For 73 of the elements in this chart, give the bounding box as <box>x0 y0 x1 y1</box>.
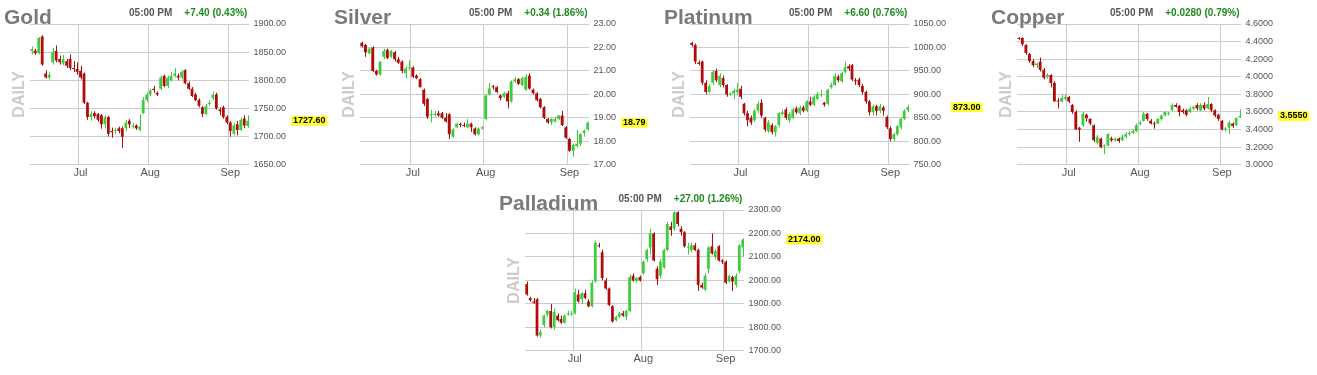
y-tick-label: 3.6000 <box>1245 106 1273 117</box>
y-tick-label: 1750.00 <box>253 102 287 113</box>
chart-title: Silver <box>334 5 392 28</box>
y-tick-label: 19.00 <box>593 112 617 123</box>
y-tick-label: 3.8000 <box>1245 88 1273 99</box>
candlestick <box>131 122 135 130</box>
y-tick-label: 4.2000 <box>1245 53 1273 64</box>
text: 05:00 PM <box>618 193 662 204</box>
y-tick-label: 2300.00 <box>748 204 782 215</box>
y-tick-label: 950.00 <box>913 65 941 76</box>
y-tick-label: 20.00 <box>593 88 617 99</box>
x-tick-label: Aug <box>633 352 654 365</box>
y-tick-label: 800.00 <box>913 135 941 146</box>
x-tick-label: Sep <box>559 166 580 179</box>
y-tick-label: 23.00 <box>593 18 617 29</box>
y-tick-label: 1650.00 <box>253 159 287 170</box>
x-tick-label: Jul <box>567 352 582 365</box>
text: 3.5550 <box>1280 110 1308 121</box>
y-tick-label: 1000.00 <box>913 41 947 52</box>
y-tick-label: 3.2000 <box>1245 141 1273 152</box>
text: 873.00 <box>953 101 981 112</box>
y-tick-label: 2200.00 <box>748 227 782 238</box>
chart-title: Platinum <box>664 5 753 28</box>
chart-title: Palladium <box>499 191 599 214</box>
text: +0.0280 (0.79%) <box>1165 7 1240 18</box>
y-tick-label: 4.0000 <box>1245 71 1273 82</box>
x-tick-label: Sep <box>1212 166 1232 179</box>
x-tick-label: Jul <box>73 166 88 179</box>
y-tick-label: 4.4000 <box>1245 36 1273 47</box>
text: 1727.60 <box>293 115 326 126</box>
x-tick-label: Sep <box>715 352 736 365</box>
x-tick-label: Jul <box>405 166 420 179</box>
x-tick-label: Jul <box>733 166 748 179</box>
y-tick-label: 850.00 <box>913 112 941 123</box>
y-tick-label: 1050.00 <box>913 18 947 29</box>
y-tick-label: 1900.00 <box>253 18 287 29</box>
x-tick-label: Aug <box>1130 166 1150 179</box>
y-tick-label: 3.0000 <box>1245 159 1273 170</box>
text: +0.34 (1.86%) <box>524 7 588 18</box>
x-tick-label: Aug <box>800 166 820 179</box>
text: 05:00 PM <box>789 7 833 18</box>
y-tick-label: 1700.00 <box>748 345 782 356</box>
text: +6.60 (0.76%) <box>844 7 908 18</box>
y-tick-label: 1850.00 <box>253 46 287 57</box>
y-tick-label: 2000.00 <box>748 274 782 285</box>
text: +7.40 (0.43%) <box>184 7 248 18</box>
y-tick-label: 18.00 <box>593 135 617 146</box>
chart-title: Copper <box>991 5 1065 28</box>
x-tick-label: Aug <box>140 166 160 179</box>
text: +27.00 (1.26%) <box>673 193 743 204</box>
y-tick-label: 2100.00 <box>748 251 782 262</box>
y-tick-label: 750.00 <box>913 159 941 170</box>
text: 05:00 PM <box>1109 7 1154 18</box>
x-tick-label: Sep <box>220 166 241 179</box>
text: 05:00 PM <box>469 7 513 18</box>
candlestick <box>621 310 625 318</box>
text: 2174.00 <box>788 234 821 245</box>
x-tick-label: Aug <box>475 166 496 179</box>
y-tick-label: 22.00 <box>593 41 617 52</box>
y-tick-label: 21.00 <box>593 65 617 76</box>
y-tick-label: 1700.00 <box>253 131 287 142</box>
y-tick-label: 1800.00 <box>748 321 782 332</box>
x-tick-label: Jul <box>1061 166 1076 179</box>
text: 05:00 PM <box>129 7 173 18</box>
y-tick-label: 900.00 <box>913 88 941 99</box>
y-tick-label: 1800.00 <box>253 74 287 85</box>
y-tick-label: 17.00 <box>593 159 617 170</box>
y-tick-label: 3.4000 <box>1245 124 1273 135</box>
y-tick-label: 4.6000 <box>1245 18 1273 29</box>
x-tick-label: Sep <box>880 166 901 179</box>
y-tick-label: 1900.00 <box>748 298 782 309</box>
text: 18.79 <box>623 117 646 128</box>
chart-title: Gold <box>4 5 52 28</box>
